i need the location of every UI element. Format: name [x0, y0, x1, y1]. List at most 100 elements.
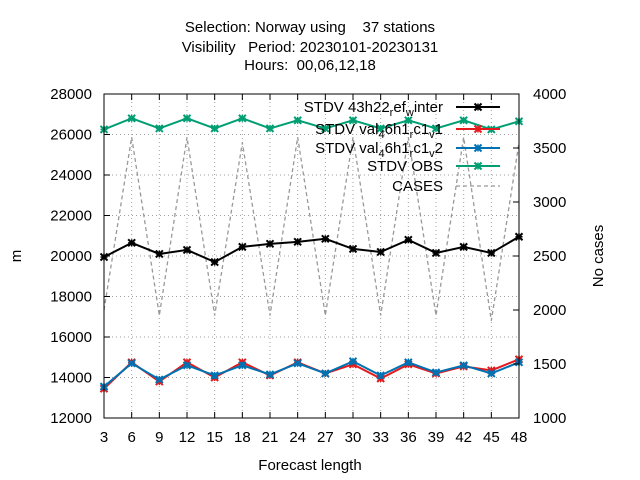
series-1-line [103, 358, 520, 390]
x-tick-label: 27 [317, 429, 334, 446]
legend-text-part: STDV val [315, 140, 378, 157]
series-2-point [321, 369, 330, 378]
y2-tick-label: 3500 [533, 140, 566, 157]
legend-text-part: c1 [413, 140, 429, 157]
x-axis-label: Forecast length [258, 457, 361, 474]
y2-tick-label: 3000 [533, 194, 566, 211]
series-0-line [103, 235, 520, 264]
legend-subscript: w [405, 107, 414, 119]
series-2-point [293, 359, 302, 368]
series-0-point [376, 247, 385, 257]
legend-subscript: v [429, 129, 435, 141]
series-3-point [293, 116, 302, 125]
series-2-point [348, 357, 358, 366]
x-tick-label: 18 [234, 429, 251, 446]
series-2-point [155, 375, 164, 384]
legend-label: STDV val46h1rc1v2 [315, 140, 443, 160]
series-3-point [265, 124, 275, 133]
y-tick-label: 28000 [50, 86, 92, 103]
series-0-point [293, 237, 302, 247]
series-3-point [404, 116, 413, 125]
y2-tick-label: 1500 [533, 356, 566, 373]
legend-entry-4: CASES [392, 178, 500, 195]
y2-axis-label: No cases [590, 225, 607, 288]
series-layer [99, 114, 524, 393]
legend-text-part: 1 [435, 121, 443, 138]
legend-text-part: 6h1 [385, 140, 410, 157]
x-tick-label: 36 [400, 429, 417, 446]
legend-text-part: 2 [435, 140, 443, 157]
y-tick-label: 18000 [50, 289, 92, 306]
series-0-point [431, 248, 441, 258]
series-0-point [155, 249, 164, 259]
series-3-line [103, 117, 520, 131]
legend-subscript: r [390, 107, 394, 119]
x-tick-label: 33 [372, 429, 389, 446]
series-3-point [210, 124, 219, 133]
x-tick-label: 39 [428, 429, 445, 446]
x-tick-label: 24 [289, 429, 306, 446]
series-3-point [238, 114, 247, 123]
legend-text-part: ef [393, 99, 406, 116]
title-line-2: Visibility Period: 20230101-20230131 [182, 39, 439, 56]
series-3-point [155, 124, 164, 133]
legend-label: STDV val46h1rc1v1 [315, 121, 443, 141]
x-tick-label: 21 [262, 429, 279, 446]
x-tick-label: 45 [483, 429, 500, 446]
legend-entry-2: STDV val46h1rc1v2 [315, 140, 500, 160]
series-3-point [459, 116, 468, 125]
legend-label: CASES [392, 178, 443, 195]
series-0-point [182, 245, 192, 255]
series-0-point [321, 234, 330, 243]
series-3-point [127, 114, 136, 123]
legend-text-part: c1 [413, 121, 429, 138]
title-line-3: Hours: 00,06,12,18 [244, 57, 376, 74]
legend-text-part: STDV 43h22 [304, 99, 390, 116]
legend-entry-1: STDV val46h1rc1v1 [315, 121, 500, 141]
series-3-point [321, 124, 330, 133]
series-4-line [103, 137, 520, 321]
x-tick-label: 15 [206, 429, 223, 446]
y-tick-label: 20000 [50, 248, 92, 265]
x-tick-label: 12 [179, 429, 196, 446]
series-2-point [265, 370, 275, 379]
x-tick-label: 30 [345, 429, 362, 446]
legend-text-part: STDV OBS [367, 158, 443, 175]
series-3-point [376, 124, 385, 133]
legend-label: STDV OBS [367, 158, 443, 175]
x-tick-label: 9 [155, 429, 163, 446]
y2-tick-label: 1000 [533, 410, 566, 427]
y-tick-label: 24000 [50, 167, 92, 184]
y2-tick-label: 2000 [533, 302, 566, 319]
y-tick-label: 12000 [50, 410, 92, 427]
series-2-point [487, 369, 496, 378]
legend-subscript: 4 [378, 148, 384, 160]
y-tick-label: 22000 [50, 208, 92, 225]
series-2-point [404, 358, 413, 367]
x-tick-label: 48 [511, 429, 528, 446]
y-tick-label: 16000 [50, 329, 92, 346]
x-tick-label: 42 [455, 429, 472, 446]
x-tick-label: 3 [100, 429, 108, 446]
y2-tick-label: 4000 [533, 86, 566, 103]
series-2-point [127, 359, 136, 368]
legend-label: STDV 43h22refwinter [304, 99, 443, 119]
series-0-point [127, 238, 136, 248]
legend-text-part: inter [414, 99, 443, 116]
series-0-point [459, 242, 468, 252]
legend-text-part: 6h1 [385, 121, 410, 138]
legend-subscript: r [410, 148, 414, 160]
legend-text-part: CASES [392, 178, 443, 195]
title-line-1: Selection: Norway using 37 stations [185, 19, 435, 36]
series-3-point [431, 124, 441, 133]
y2-tick-label: 2500 [533, 248, 566, 265]
y-tick-label: 14000 [50, 370, 92, 387]
x-tick-label: 6 [127, 429, 135, 446]
series-2-point [376, 371, 385, 380]
series-0-point [487, 248, 496, 258]
legend-subscript: r [410, 129, 414, 141]
series-0-point [348, 244, 358, 254]
legend-subscript: v [429, 148, 435, 160]
